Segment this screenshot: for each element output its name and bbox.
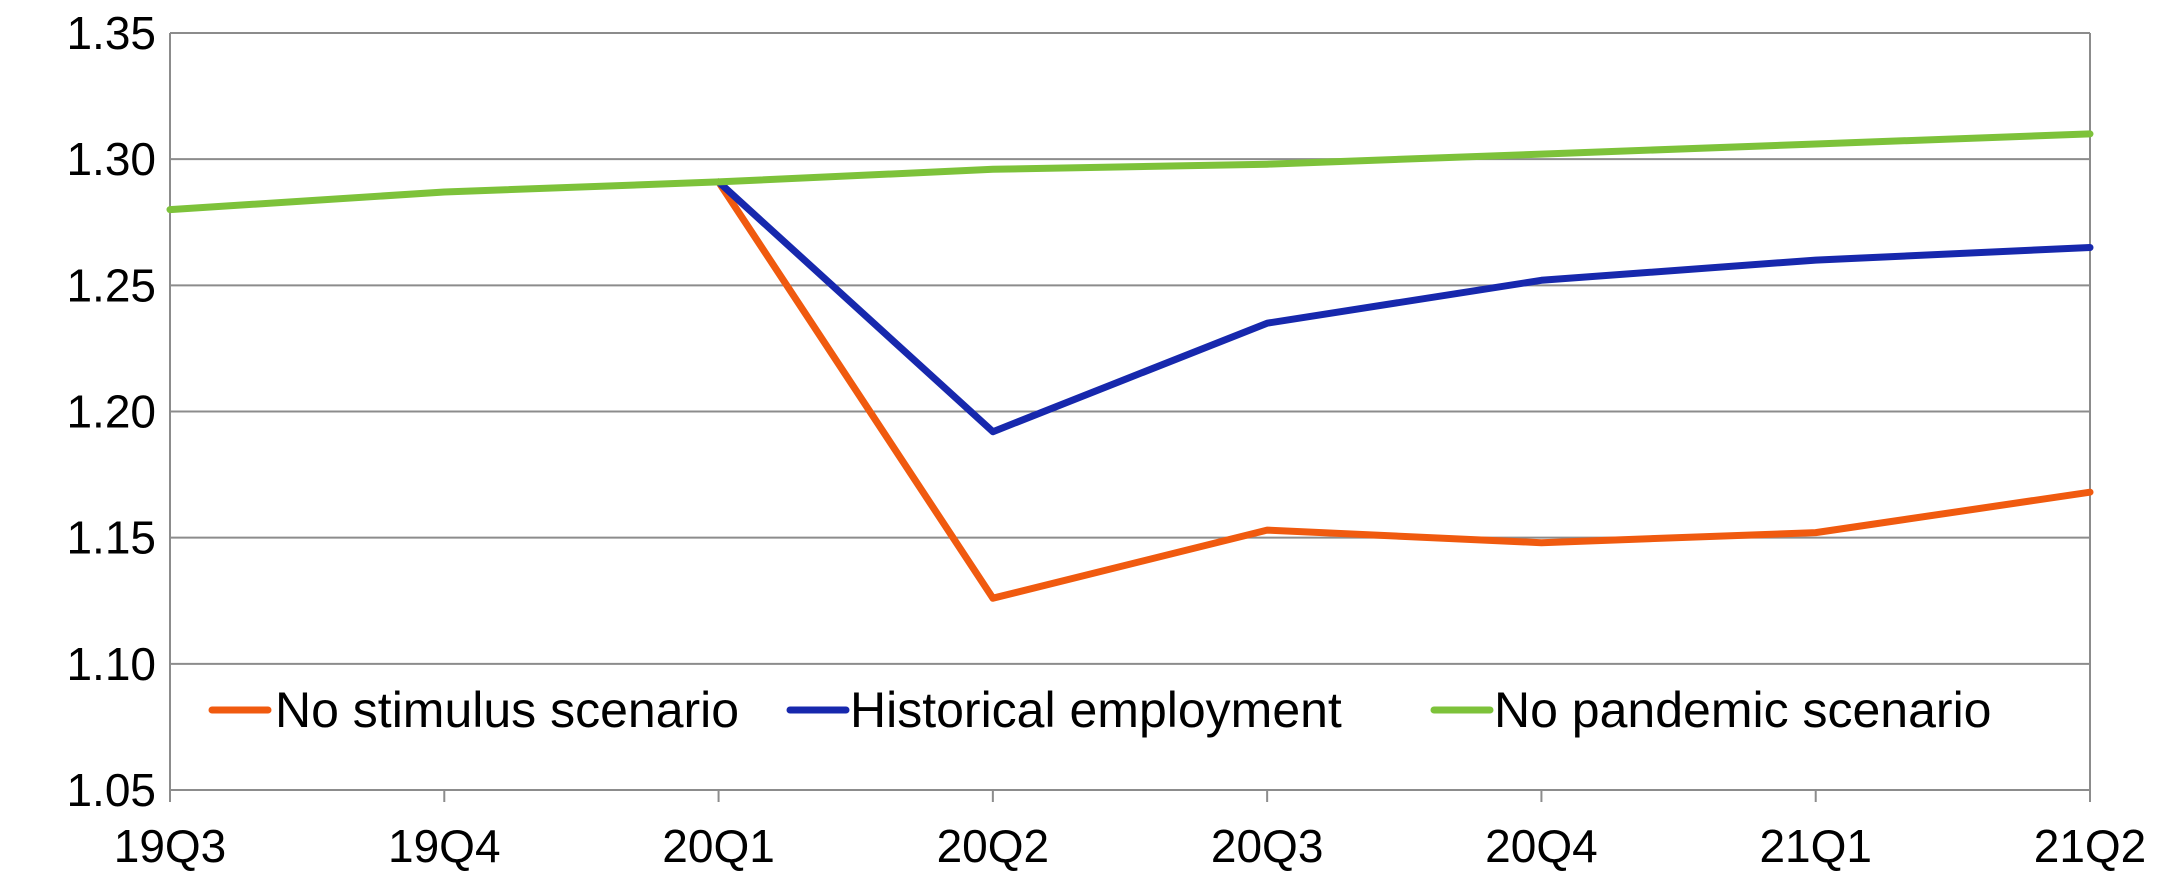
y-tick-label: 1.20 [66, 386, 156, 438]
x-tick-label: 20Q3 [1211, 820, 1324, 872]
series-lines [166, 130, 2094, 602]
legend-label: No pandemic scenario [1494, 682, 1992, 738]
gridlines [169, 32, 2091, 802]
y-tick-label: 1.35 [66, 7, 156, 59]
series-line-no-stimulus-scenario [715, 178, 2094, 602]
legend-label: No stimulus scenario [275, 682, 739, 738]
x-tick-label: 19Q3 [114, 820, 227, 872]
x-tick-label: 21Q2 [2034, 820, 2147, 872]
y-axis-tick-labels: 1.05 1.10 1.15 1.20 1.25 1.30 1.35 [66, 7, 156, 816]
y-tick-label: 1.05 [66, 764, 156, 816]
x-tick-label: 20Q2 [937, 820, 1050, 872]
series-line-no-pandemic-scenario [166, 130, 2094, 214]
x-tick-label: 20Q1 [662, 820, 775, 872]
x-tick-label: 21Q1 [1759, 820, 1872, 872]
legend-label: Historical employment [850, 682, 1342, 738]
x-tick-label: 20Q4 [1485, 820, 1598, 872]
y-tick-label: 1.25 [66, 259, 156, 311]
y-tick-label: 1.30 [66, 133, 156, 185]
x-tick-label: 19Q4 [388, 820, 501, 872]
legend: No stimulus scenario Historical employmen… [208, 682, 1992, 738]
y-tick-label: 1.15 [66, 512, 156, 564]
x-axis-tick-labels: 19Q3 19Q4 20Q1 20Q2 20Q3 20Q4 21Q1 21Q2 [114, 820, 2147, 872]
y-tick-label: 1.10 [66, 638, 156, 690]
series-line-historical-employment [715, 178, 2094, 436]
